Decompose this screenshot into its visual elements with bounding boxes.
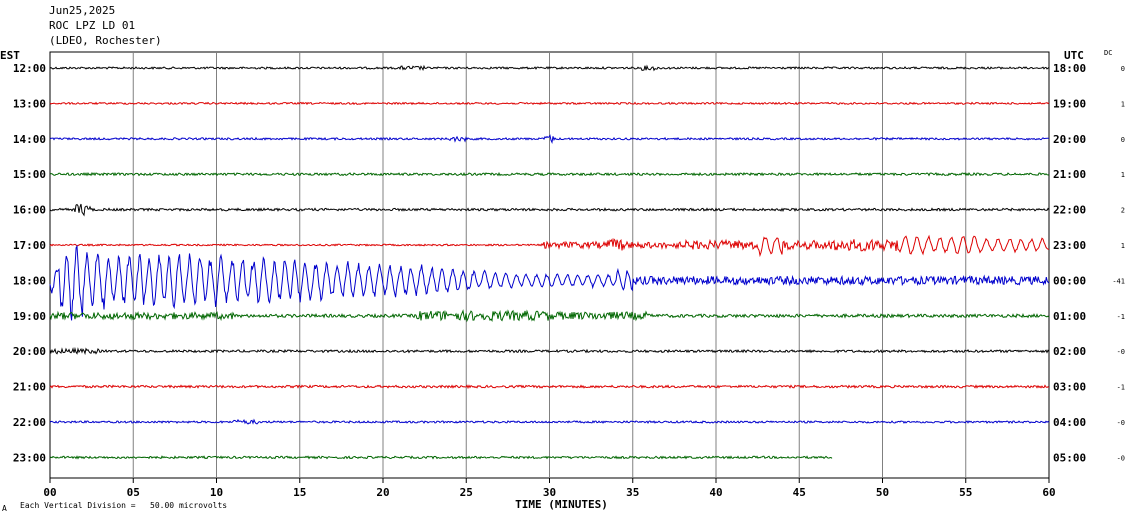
utc-hour-label: 00:00 bbox=[1053, 274, 1086, 287]
trace-line bbox=[49, 134, 1049, 144]
dc-offset-value: 0 bbox=[1121, 136, 1125, 144]
x-tick-label: 50 bbox=[876, 486, 889, 499]
x-tick-label: 30 bbox=[543, 486, 556, 499]
est-hour-label: 18:00 bbox=[13, 274, 46, 287]
est-hour-label: 20:00 bbox=[13, 345, 46, 358]
utc-hour-label: 03:00 bbox=[1053, 381, 1086, 394]
est-hour-label: 19:00 bbox=[13, 310, 46, 323]
utc-hour-label: 02:00 bbox=[1053, 345, 1086, 358]
est-hour-label: 21:00 bbox=[13, 381, 46, 394]
trace-line bbox=[49, 309, 1050, 323]
x-tick-label: 00 bbox=[43, 486, 56, 499]
x-tick-label: 55 bbox=[959, 486, 972, 499]
trace-line bbox=[49, 101, 1050, 106]
x-tick-label: 20 bbox=[376, 486, 389, 499]
dc-offset-value: 0 bbox=[1121, 65, 1125, 73]
x-tick-label: 25 bbox=[460, 486, 473, 499]
utc-hour-label: 21:00 bbox=[1053, 168, 1086, 181]
dc-offset-value: 1 bbox=[1121, 171, 1125, 179]
trace-line bbox=[49, 244, 1050, 321]
utc-hour-label: 18:00 bbox=[1053, 62, 1086, 75]
trace-line bbox=[49, 455, 833, 460]
x-tick-label: 60 bbox=[1042, 486, 1055, 499]
plot-date: Jun25,2025 bbox=[49, 4, 116, 17]
dc-offset-value: -1 bbox=[1117, 313, 1125, 321]
x-tick-label: 15 bbox=[293, 486, 306, 499]
utc-hour-label: 20:00 bbox=[1053, 133, 1086, 146]
corner-mark: A bbox=[2, 504, 7, 513]
x-tick-label: 05 bbox=[127, 486, 140, 499]
utc-zone-label: UTC bbox=[1064, 49, 1084, 62]
trace-line bbox=[49, 171, 1050, 177]
trace-lines bbox=[49, 64, 1050, 460]
est-hour-label: 15:00 bbox=[13, 168, 46, 181]
grid-lines bbox=[49, 51, 1050, 483]
trace-line bbox=[49, 64, 1050, 72]
dc-offset-value: 1 bbox=[1121, 242, 1125, 250]
x-tick-label: 40 bbox=[709, 486, 722, 499]
x-tick-label: 10 bbox=[210, 486, 223, 499]
trace-line bbox=[49, 234, 1050, 258]
dc-offset-value: 2 bbox=[1121, 207, 1125, 215]
est-hour-label: 23:00 bbox=[13, 451, 46, 464]
est-zone-label: EST bbox=[0, 49, 20, 62]
est-hour-label: 13:00 bbox=[13, 97, 46, 110]
est-hour-label: 16:00 bbox=[13, 204, 46, 217]
utc-hour-label: 19:00 bbox=[1053, 97, 1086, 110]
utc-hour-label: 22:00 bbox=[1053, 204, 1086, 217]
utc-hour-label: 04:00 bbox=[1053, 416, 1086, 429]
dc-column-label: DC bbox=[1104, 49, 1113, 57]
dc-offset-value: -0 bbox=[1117, 348, 1125, 356]
utc-hour-label: 23:00 bbox=[1053, 239, 1086, 252]
dc-offset-value: -1 bbox=[1117, 384, 1125, 392]
trace-line bbox=[49, 384, 1050, 390]
est-hour-label: 22:00 bbox=[13, 416, 46, 429]
est-hour-label: 12:00 bbox=[13, 62, 46, 75]
trace-line bbox=[49, 203, 1050, 217]
trace-line bbox=[49, 418, 1050, 425]
network-name: (LDEO, Rochester) bbox=[49, 34, 162, 47]
dc-offset-value: -0 bbox=[1117, 454, 1125, 462]
dc-offset-value: -0 bbox=[1117, 419, 1125, 427]
station-name: ROC LPZ LD 01 bbox=[49, 19, 136, 32]
utc-hour-label: 01:00 bbox=[1053, 310, 1086, 323]
dc-offset-value: -41 bbox=[1112, 277, 1125, 285]
x-tick-label: 35 bbox=[626, 486, 639, 499]
est-hour-label: 17:00 bbox=[13, 239, 46, 252]
x-axis-title: TIME (MINUTES) bbox=[515, 498, 608, 511]
est-hour-label: 14:00 bbox=[13, 133, 46, 146]
dc-offset-value: 1 bbox=[1121, 100, 1125, 108]
trace-line bbox=[49, 346, 1050, 356]
x-tick-label: 45 bbox=[793, 486, 806, 499]
utc-hour-label: 05:00 bbox=[1053, 451, 1086, 464]
scale-note: Each Vertical Division = 50.00 microvolt… bbox=[20, 501, 228, 510]
